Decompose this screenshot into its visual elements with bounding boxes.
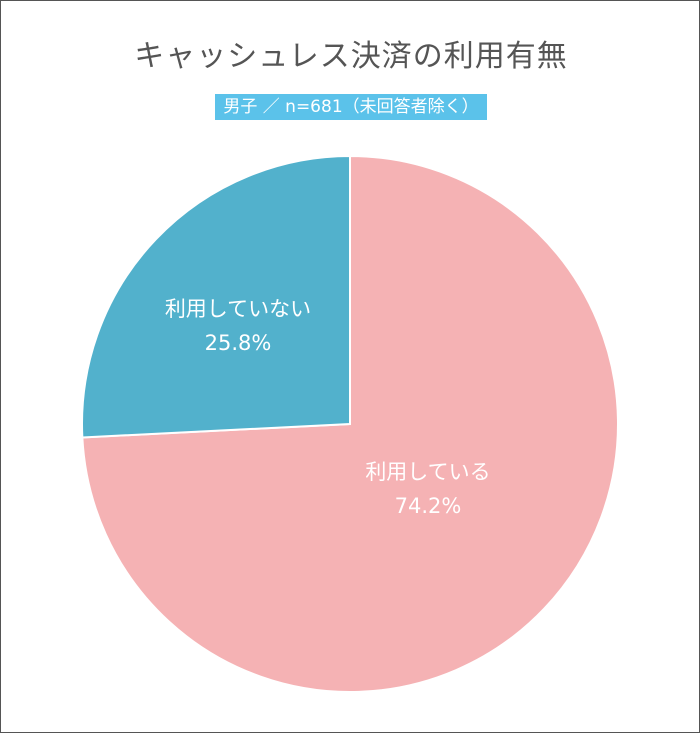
slice-label-using: 利用している xyxy=(365,460,490,484)
slice-value-not-using: 25.8% xyxy=(205,331,272,355)
slice-value-using: 74.2% xyxy=(395,494,462,518)
pie-slice-not-using xyxy=(81,154,351,439)
subtitle-wrap: 男子 ／ n=681（未回答者除く） xyxy=(1,94,700,120)
chart-title: キャッシュレス決済の利用有無 xyxy=(134,39,568,74)
chart-subtitle-badge: 男子 ／ n=681（未回答者除く） xyxy=(215,94,487,120)
slice-label-not-using: 利用していない xyxy=(165,297,311,321)
